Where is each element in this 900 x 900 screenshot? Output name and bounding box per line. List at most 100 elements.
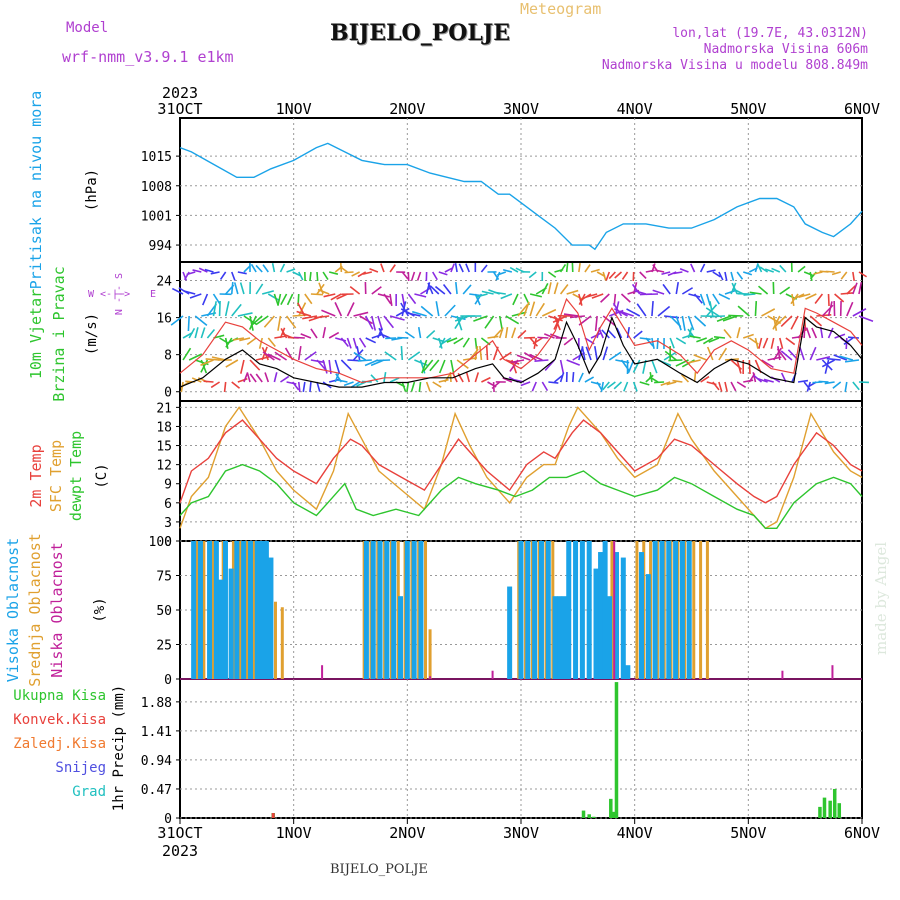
- high-cloud-bar: [579, 541, 585, 679]
- wind-arrow: [772, 315, 778, 331]
- y-tick-label: 0: [164, 812, 172, 827]
- wind-arrow: [223, 381, 227, 393]
- wind-arrow: [365, 315, 374, 330]
- wind-arrow: [328, 378, 340, 383]
- wind-arrow: [566, 359, 580, 366]
- wind-arrow: [759, 266, 769, 273]
- wind-arrow: [779, 264, 787, 273]
- wind-arrow: [377, 327, 383, 339]
- y-tick-label: 1.88: [141, 696, 172, 711]
- wind-arrow: [797, 379, 809, 383]
- wind-arrow: [286, 268, 296, 273]
- wind-arrow: [481, 290, 494, 295]
- wind-arrow: [224, 337, 229, 349]
- wind-arrow: [231, 381, 241, 389]
- wind-arrow: [401, 293, 406, 306]
- wind-arrow: [258, 337, 263, 349]
- wind-arrow: [639, 337, 651, 341]
- x-tick-label-top: 3NOV: [503, 100, 539, 118]
- wind-arrow: [563, 337, 574, 346]
- wind-arrow: [188, 327, 196, 339]
- wind-arrow: [389, 315, 405, 321]
- wind-arrow: [239, 282, 245, 295]
- wind-arrow: [773, 347, 782, 361]
- high-cloud-bar: [566, 541, 572, 679]
- wind-arrow: [255, 315, 269, 326]
- wind-arrow: [353, 351, 367, 361]
- wind-arrow: [627, 359, 635, 374]
- wind-arrow: [541, 381, 549, 392]
- x-tick-label-top: 2NOV: [389, 100, 425, 118]
- station-title: BIJELO_POLJE: [330, 20, 511, 46]
- pressure-axis-label: Pritisak na nivou mora: [27, 91, 45, 290]
- mid-cloud-bar: [238, 541, 242, 679]
- wind-arrow: [687, 315, 695, 331]
- y-tick-label: 9: [164, 478, 172, 493]
- mid-cloud-bar: [705, 541, 709, 679]
- wind-arrow: [547, 271, 557, 278]
- lonlat-text: lon,lat (19.7E, 43.0312N): [672, 26, 868, 41]
- wind-arrow: [243, 372, 249, 383]
- wind-arrow: [602, 271, 607, 281]
- wind-arrow: [690, 263, 696, 273]
- wind-arrow: [852, 282, 858, 295]
- wind-arrow: [485, 345, 489, 361]
- wind-arrow: [743, 293, 756, 296]
- wind-arrow: [401, 381, 407, 392]
- wind-arrow: [321, 309, 336, 317]
- wind-arrow: [310, 293, 323, 296]
- wind-arrow: [370, 374, 379, 383]
- wind-arrow: [594, 315, 598, 332]
- wind-arrow: [264, 372, 270, 383]
- wind-arrow: [743, 271, 753, 276]
- wind-arrow: [198, 267, 208, 273]
- wind-arrow: [438, 337, 443, 349]
- compass-west: W: [88, 289, 95, 300]
- mid-cloud-bar: [195, 541, 199, 679]
- wind-arrow: [318, 282, 324, 295]
- wind-arrow: [632, 381, 638, 392]
- mid-cloud-bar: [280, 607, 284, 679]
- wind-arrow: [681, 315, 686, 331]
- wind-arrow: [255, 283, 264, 295]
- wind-arrow: [614, 271, 623, 279]
- wind-arrow: [652, 289, 665, 295]
- wind-arrow: [724, 289, 737, 295]
- wind-arrow: [353, 311, 369, 317]
- wind-arrow: [681, 287, 694, 295]
- wind-arrow: [571, 371, 575, 383]
- wind-arrow: [809, 315, 823, 327]
- wind-arrow: [852, 271, 855, 282]
- wind-arrow: [511, 327, 517, 339]
- wind-arrow: [450, 359, 455, 374]
- wind-arrow: [752, 372, 757, 383]
- precip-legend-item: Ukupna Kisa: [13, 688, 106, 704]
- wind-arrow: [827, 301, 833, 317]
- wind-arrow: [798, 293, 811, 298]
- wind-arrow: [309, 271, 312, 282]
- high-cloud-bar: [411, 541, 417, 679]
- wind-arrow: [785, 337, 796, 346]
- y-tick-label: 1008: [141, 180, 172, 195]
- wind-arrow: [517, 303, 529, 317]
- high-cloud-bar: [384, 541, 390, 679]
- wind-arrow: [809, 271, 813, 281]
- wind-arrow: [346, 302, 355, 317]
- wind-arrow: [541, 308, 557, 317]
- high-cloud-bar: [398, 596, 404, 679]
- wind-arrow: [352, 337, 358, 349]
- wind-arrow: [465, 263, 470, 273]
- wind-arrow: [770, 337, 775, 349]
- wind-arrow: [456, 359, 469, 369]
- wind-arrow: [183, 290, 196, 295]
- wind-arrow: [377, 293, 390, 298]
- wind-arrow: [279, 263, 286, 273]
- wind-arrow: [349, 285, 361, 295]
- wind-arrow: [675, 282, 680, 295]
- wind-arrow: [334, 302, 343, 317]
- wind-arrow: [233, 282, 239, 295]
- wind-arrow: [724, 381, 728, 392]
- wind-arrow: [274, 335, 286, 339]
- wind-axis-label-2: Brzina i Pravac: [50, 266, 68, 401]
- precip-legend-item: Grad: [72, 784, 106, 800]
